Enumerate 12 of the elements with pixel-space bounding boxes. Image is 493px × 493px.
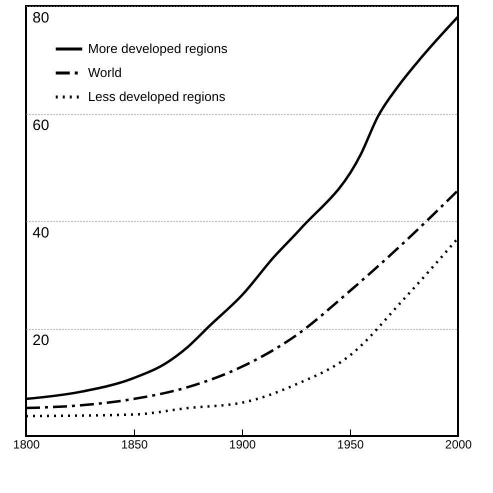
y-tick-label: 80 [32, 10, 50, 26]
legend-label: World [88, 65, 122, 80]
x-tick-label: 1800 [13, 438, 40, 452]
y-tick-label: 60 [32, 117, 50, 134]
x-tick-label: 1950 [337, 438, 364, 452]
y-tick-label: 20 [32, 332, 50, 349]
x-tick-label: 1850 [121, 438, 148, 452]
x-tick-label: 1900 [229, 438, 256, 452]
legend-label: More developed regions [88, 41, 228, 56]
legend-label: Less developed regions [88, 89, 226, 104]
x-tick-label: 2000 [445, 438, 472, 452]
y-tick-label: 40 [32, 224, 50, 242]
